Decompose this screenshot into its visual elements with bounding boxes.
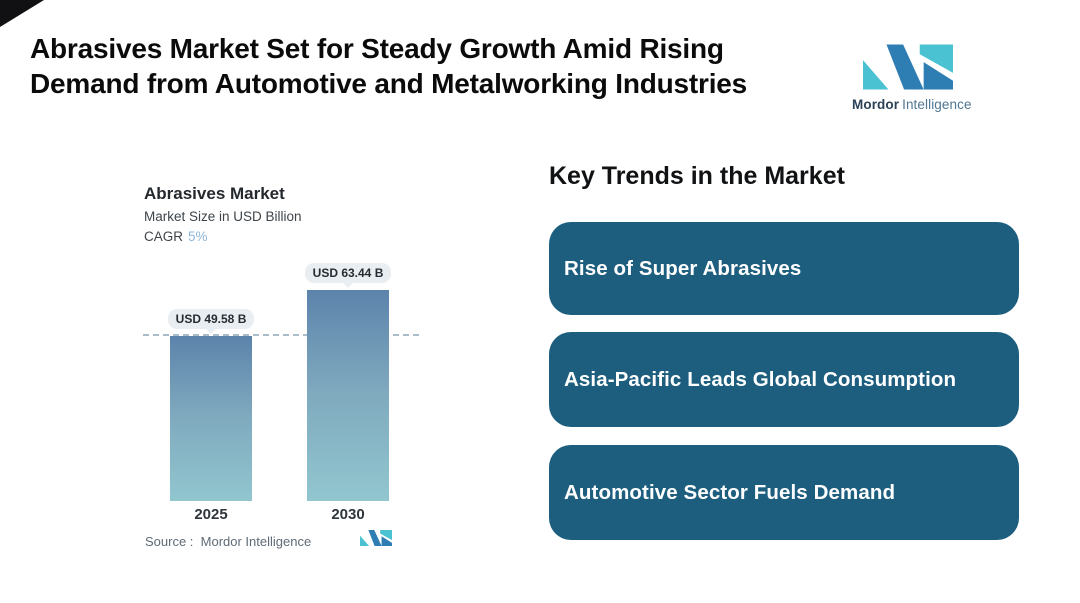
x-axis-label-2025: 2025 <box>194 506 228 523</box>
chart-title: Abrasives Market <box>144 184 285 203</box>
brand-name-regular: Intelligence <box>902 97 972 112</box>
x-axis-label-2030: 2030 <box>331 506 365 523</box>
mordor-logo-icon <box>863 44 953 90</box>
chart-subtitle: Market Size in USD Billion <box>144 209 302 224</box>
trend-card-label: Automotive Sector Fuels Demand <box>564 480 896 504</box>
trend-card-super-abrasives: Rise of Super Abrasives <box>549 222 1019 315</box>
brand-name: Mordor Intelligence <box>852 97 971 112</box>
value-pill-2025: USD 49.58 B <box>167 309 255 335</box>
value-label-2030: USD 63.44 B <box>304 263 392 288</box>
brand-logo: Mordor Intelligence <box>852 44 971 112</box>
page-title-line2: Demand from Automotive and Metalworking … <box>30 68 748 99</box>
page-title: Abrasives Market Set for Steady Growth A… <box>30 31 790 101</box>
trend-card-asia-pacific: Asia-Pacific Leads Global Consumption <box>549 332 1019 427</box>
market-chart-section: Abrasives Market Market Size in USD Bill… <box>143 184 453 574</box>
trend-card-automotive: Automotive Sector Fuels Demand <box>549 445 1019 540</box>
bar-chart-plot: USD 49.58 B USD 63.44 B <box>143 263 419 501</box>
source-text: Source : Mordor Intelligence <box>145 534 312 549</box>
guideline-dashed <box>143 334 419 337</box>
trends-heading: Key Trends in the Market <box>549 162 845 190</box>
cagr-label: CAGR <box>144 229 184 244</box>
trend-card-label: Rise of Super Abrasives <box>564 256 802 280</box>
bar-2025 <box>170 336 252 501</box>
source-logo-icon <box>360 530 392 546</box>
page-title-line1: Abrasives Market Set for Steady Growth A… <box>30 33 724 64</box>
value-pill-2030: USD 63.44 B <box>304 263 392 288</box>
corner-triangle-decoration <box>0 0 44 27</box>
value-label-2025: USD 49.58 B <box>167 309 255 335</box>
trend-card-label: Asia-Pacific Leads Global Consumption <box>564 367 957 391</box>
brand-name-bold: Mordor <box>852 97 900 112</box>
cagr-value: 5% <box>188 229 208 244</box>
chart-cagr-row: CAGR 5% <box>144 229 208 244</box>
bar-2030 <box>307 290 389 501</box>
